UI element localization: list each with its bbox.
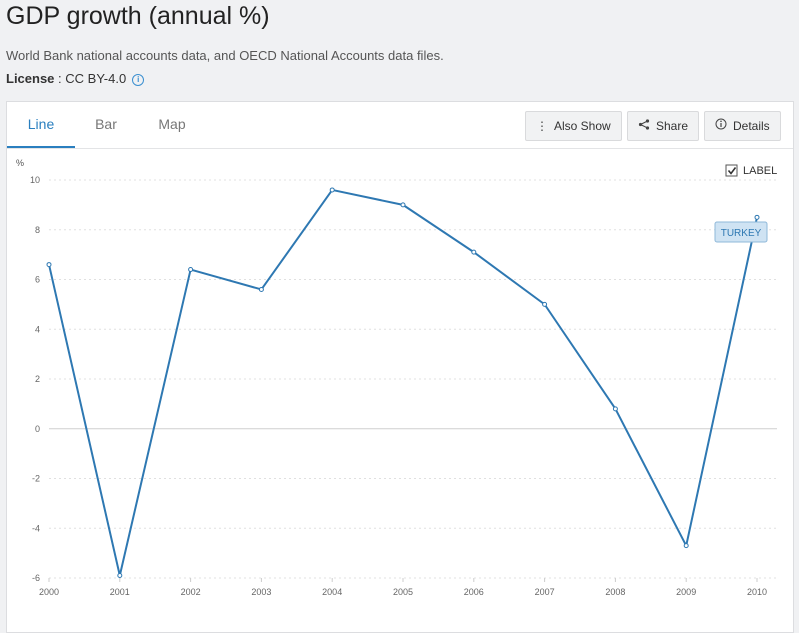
tab-map[interactable]: Map: [158, 116, 186, 132]
data-point[interactable]: [400, 202, 406, 208]
series-label: TURKEY: [721, 228, 762, 239]
also-show-label: Also Show: [554, 119, 611, 133]
more-vertical-icon: ⋮: [536, 119, 548, 133]
line-chart: % -6 -4 -2 0 2 4 6 8 10 2000 2001 2002 2003 2004 2005 20…: [16, 158, 777, 597]
x-tick-label: 2004: [322, 587, 342, 597]
x-tick-label: 2010: [747, 587, 767, 597]
share-button[interactable]: Share: [627, 111, 700, 141]
data-point[interactable]: [188, 267, 194, 273]
chart-card: Line Bar Map ⋮ Also Show Share Details: [6, 101, 794, 633]
y-tick-label: 8: [35, 225, 40, 235]
details-label: Details: [733, 119, 770, 133]
data-point[interactable]: [329, 187, 335, 193]
info-icon[interactable]: i: [132, 74, 145, 86]
data-point[interactable]: [754, 214, 760, 220]
x-tick-label: 2005: [393, 587, 413, 597]
label-checkbox[interactable]: [725, 164, 738, 177]
series-label-box: [714, 221, 768, 243]
series-line-turkey: [48, 188, 758, 577]
label-toggle-text[interactable]: LABEL: [743, 165, 777, 177]
data-point[interactable]: [117, 573, 123, 579]
y-tick-label: -4: [32, 523, 40, 533]
chart-tabs: Line Bar Map ⋮ Also Show Share Details: [7, 102, 793, 149]
data-point[interactable]: [471, 249, 477, 255]
x-tick-label: 2002: [181, 587, 201, 597]
license-line: License : CC BY-4.0 i: [6, 71, 145, 86]
also-show-button[interactable]: ⋮ Also Show: [525, 111, 622, 141]
share-label: Share: [656, 119, 689, 133]
y-tick-label: 0: [35, 424, 40, 434]
x-tick-label: 2008: [605, 587, 625, 597]
x-tick-label: 2007: [535, 587, 555, 597]
x-tick-label: 2006: [464, 587, 484, 597]
x-tick-label: 2009: [676, 587, 696, 597]
x-tick-label: 2001: [110, 587, 130, 597]
y-tick-label: -6: [32, 573, 40, 583]
data-point[interactable]: [683, 543, 689, 549]
y-tick-label: 6: [35, 275, 40, 285]
info-circle-icon: [715, 112, 727, 140]
source-note: World Bank national accounts data, and O…: [6, 48, 444, 63]
x-tick-label: 2000: [39, 587, 59, 597]
data-point[interactable]: [542, 301, 548, 307]
x-tick-label: 2003: [251, 587, 271, 597]
license-value: : CC BY-4.0: [54, 71, 127, 86]
data-point[interactable]: [46, 262, 52, 268]
checkmark-icon: [727, 167, 737, 175]
y-tick-label: -2: [32, 474, 40, 484]
data-point[interactable]: [612, 406, 618, 412]
y-tick-label: 2: [35, 374, 40, 384]
tab-line[interactable]: Line: [7, 102, 75, 148]
data-point[interactable]: [258, 286, 264, 292]
page-title: GDP growth (annual %): [6, 2, 270, 30]
y-unit-label: %: [16, 158, 24, 168]
license-label: License: [6, 71, 55, 86]
share-icon: [638, 112, 650, 140]
tab-bar[interactable]: Bar: [95, 116, 117, 132]
y-tick-label: 4: [35, 324, 40, 334]
details-button[interactable]: Details: [704, 111, 781, 141]
y-tick-label: 10: [30, 175, 40, 185]
